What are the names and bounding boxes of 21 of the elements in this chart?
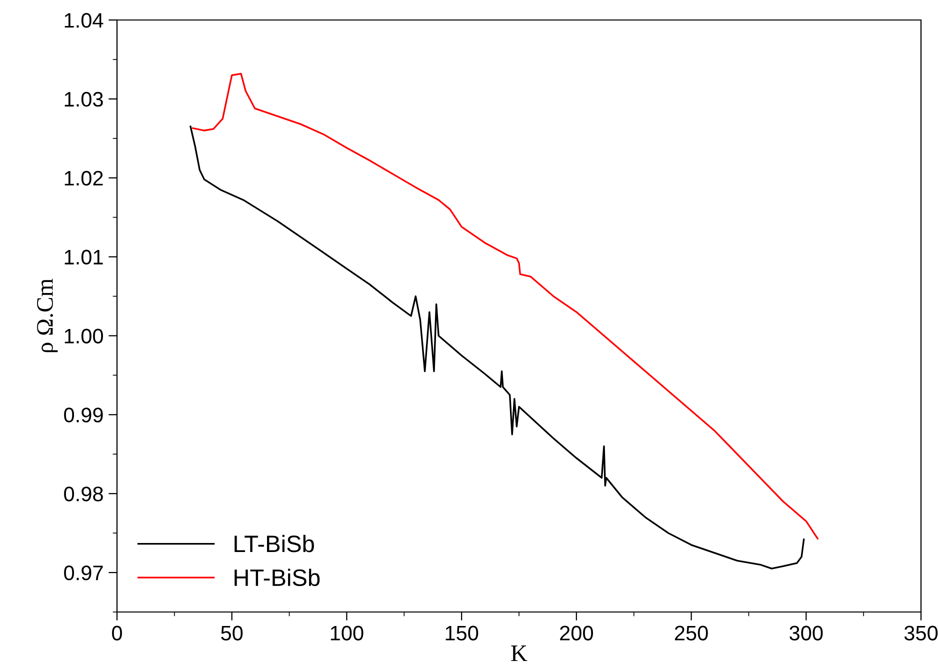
x-tick-label: 0 [112, 626, 122, 640]
x-tick-label: 100 [330, 626, 364, 640]
legend-label: HT-BiSb [234, 568, 320, 586]
x-axis-title: K [511, 646, 528, 661]
y-tick-label: 0.99 [64, 408, 103, 422]
y-axis-title: ρ Ω.Cm [37, 278, 58, 352]
line-series [190, 126, 805, 570]
y-tick-label: 0.97 [64, 566, 103, 580]
x-tick-label: 150 [446, 626, 478, 640]
x-tick-label: 200 [560, 626, 593, 640]
y-tick-label: 0.98 [64, 486, 103, 502]
x-tick-label: 300 [790, 626, 823, 640]
y-tick-label: 1.04 [64, 13, 104, 28]
y-tick-label: 1.03 [64, 92, 103, 107]
x-tick-label: 50 [221, 626, 243, 640]
y-tick-label: 1.01 [64, 250, 103, 265]
x-tick-label: 250 [674, 626, 708, 640]
legend-label: LT-BiSb [234, 534, 314, 552]
y-tick-label: 1.00 [64, 328, 103, 344]
x-tick-label: 350 [904, 626, 938, 640]
y-tick-label: 1.02 [64, 170, 103, 186]
